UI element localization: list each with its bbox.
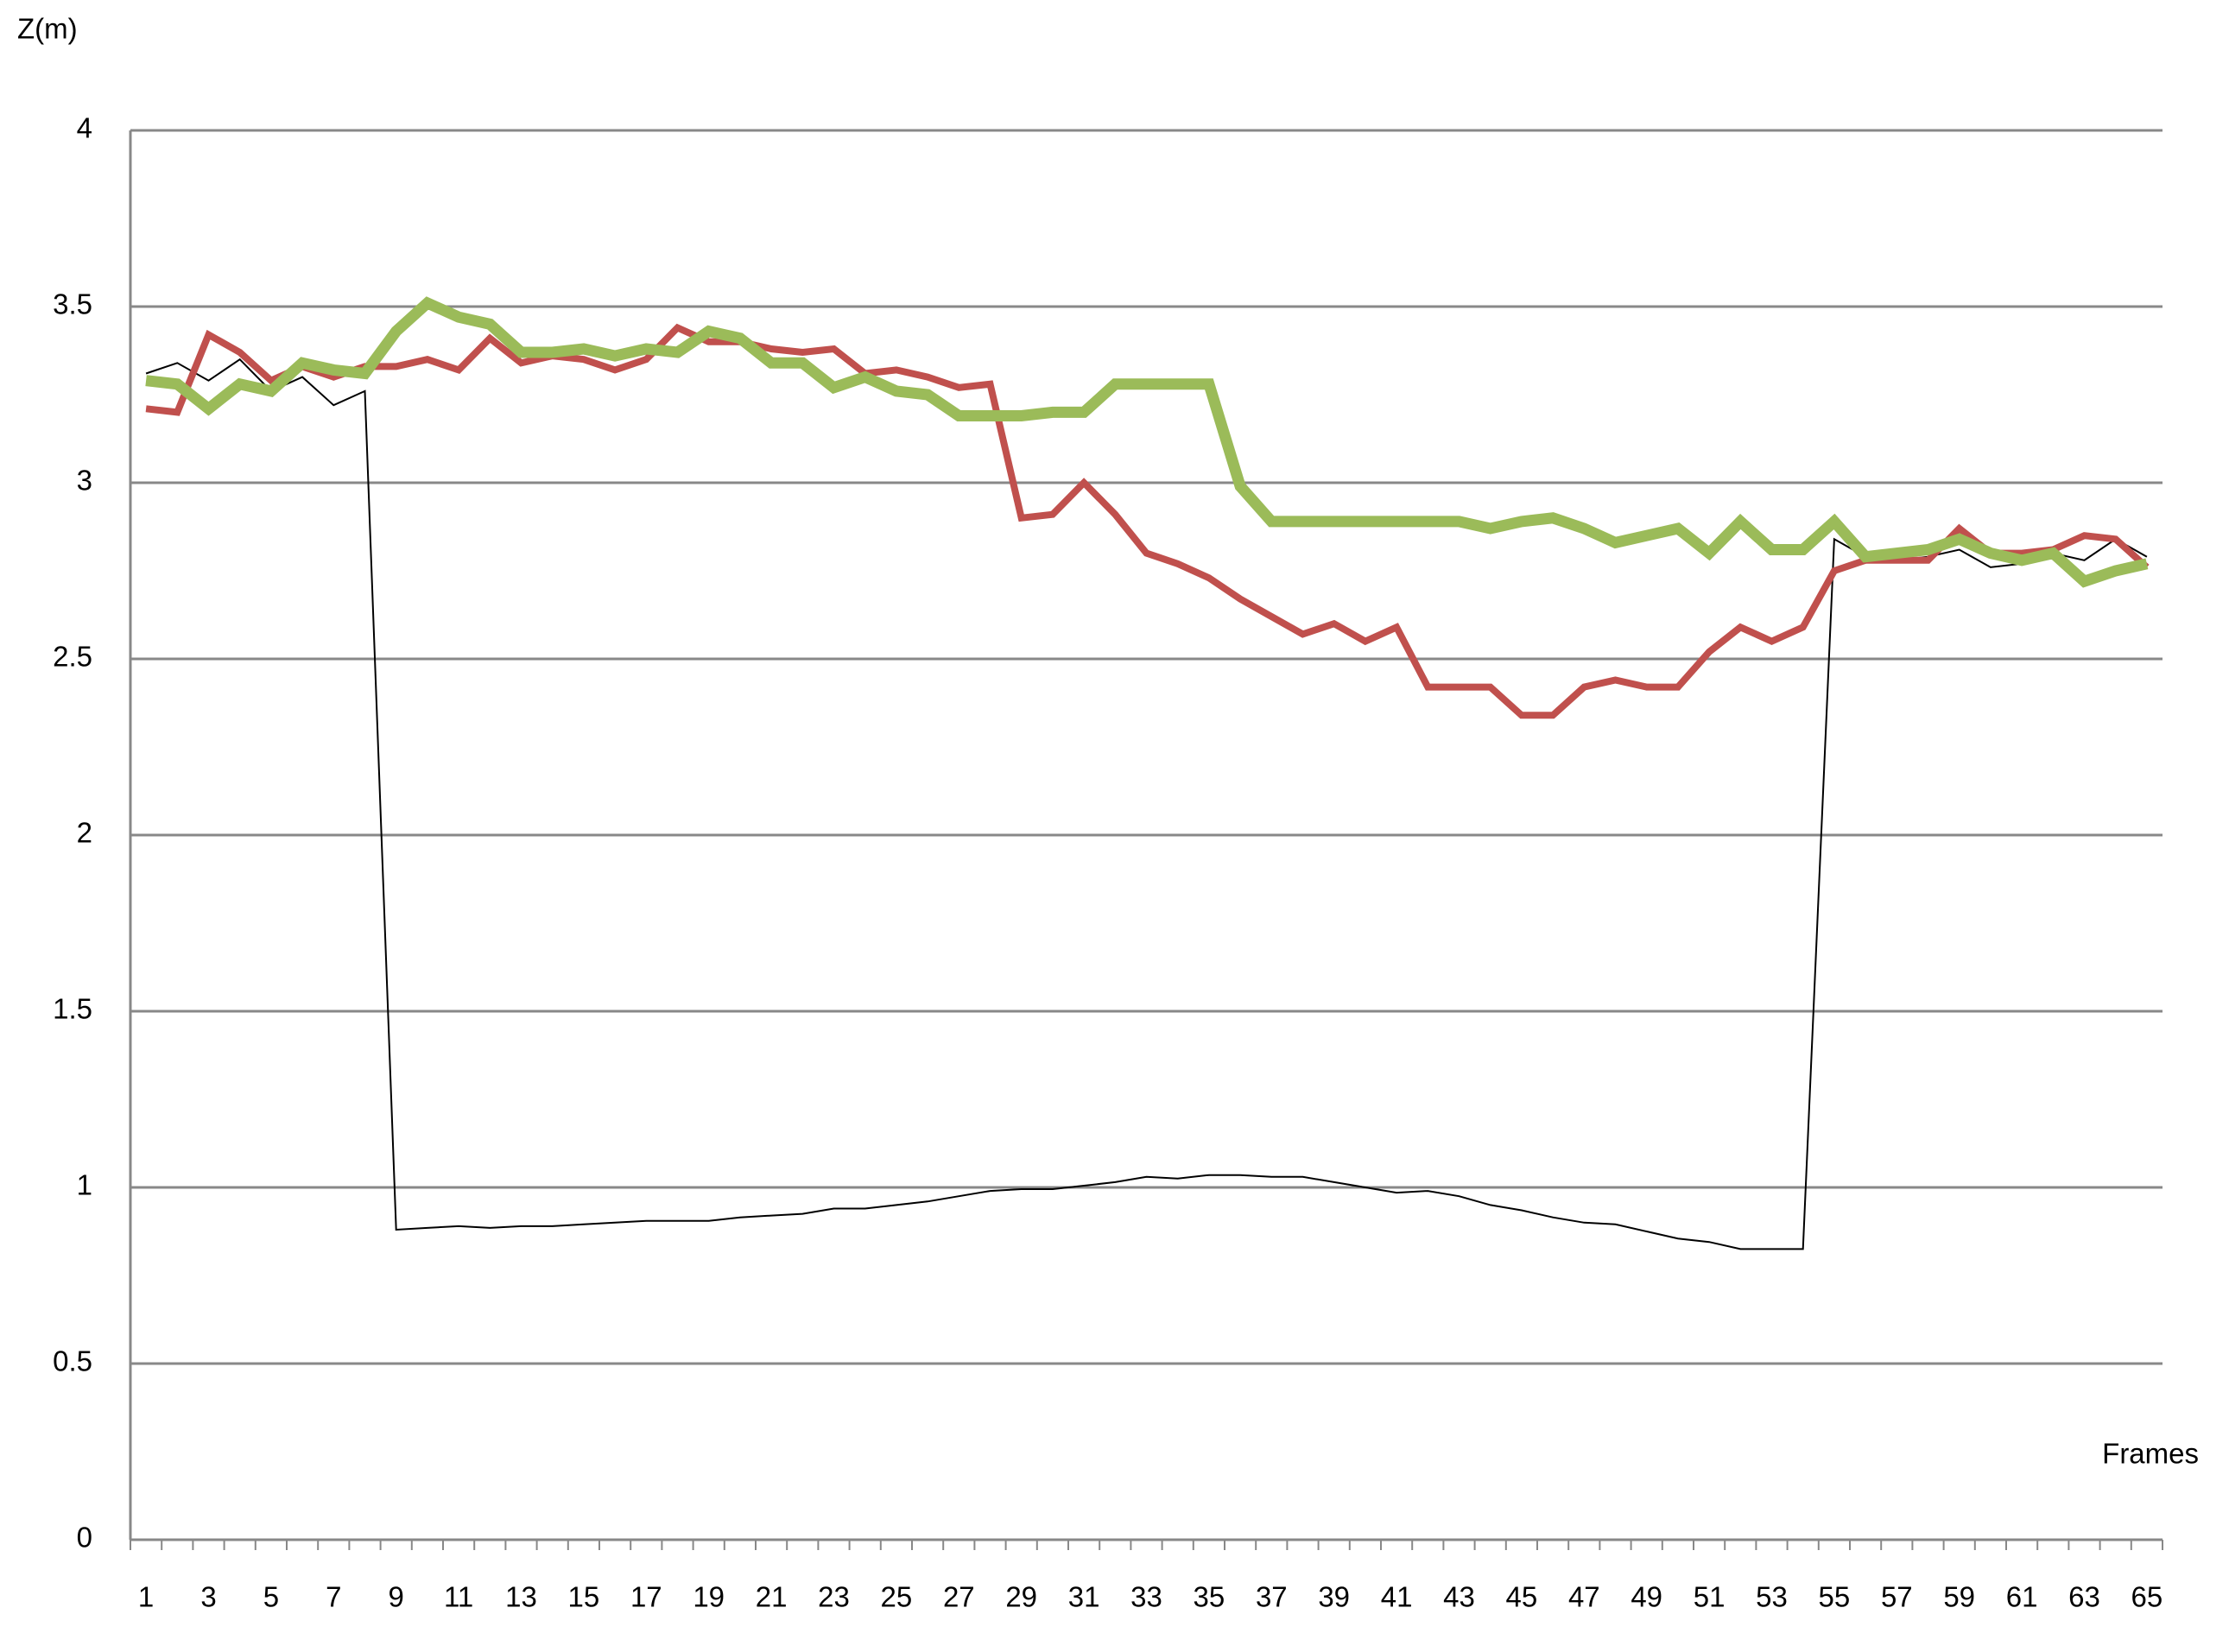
y-tick-label: 2 xyxy=(77,817,92,849)
y-tick-label: 2.5 xyxy=(53,641,92,673)
x-tick-label: 45 xyxy=(1506,1581,1538,1613)
x-tick-label: 23 xyxy=(818,1581,850,1613)
x-tick-label: 13 xyxy=(505,1581,537,1613)
y-tick-label: 0 xyxy=(77,1522,92,1554)
x-tick-label: 31 xyxy=(1068,1581,1100,1613)
y-tick-label: 3.5 xyxy=(53,288,92,320)
x-tick-label: 55 xyxy=(1819,1581,1851,1613)
y-tick-label: 4 xyxy=(77,112,92,144)
x-tick-label: 19 xyxy=(693,1581,725,1613)
x-tick-label: 29 xyxy=(1005,1581,1037,1613)
x-tick-label: 5 xyxy=(263,1581,279,1613)
data-line xyxy=(145,323,2150,719)
x-tick-label: 53 xyxy=(1756,1581,1788,1613)
x-tick-label: 7 xyxy=(326,1581,341,1613)
x-tick-label: 11 xyxy=(444,1581,473,1613)
x-tick-label: 25 xyxy=(881,1581,913,1613)
x-tick-label: 15 xyxy=(568,1581,600,1613)
x-tick-label: 43 xyxy=(1443,1581,1475,1613)
x-tick-label: 59 xyxy=(1943,1581,1975,1613)
x-tick-label: 21 xyxy=(756,1581,788,1613)
y-tick-label: 1.5 xyxy=(53,993,92,1025)
data-line xyxy=(145,358,2148,1250)
x-tick-label: 35 xyxy=(1194,1581,1225,1613)
y-tick-label: 0.5 xyxy=(53,1345,92,1377)
x-tick-label: 17 xyxy=(630,1581,662,1613)
x-tick-label: 63 xyxy=(2068,1581,2100,1613)
y-tick-label: 1 xyxy=(77,1169,92,1201)
x-tick-label: 47 xyxy=(1568,1581,1600,1613)
x-tick-label: 1 xyxy=(138,1581,154,1613)
x-tick-label: 41 xyxy=(1381,1581,1413,1613)
x-tick-label: 65 xyxy=(2131,1581,2163,1613)
x-tick-label: 37 xyxy=(1256,1581,1288,1613)
x-tick-label: 49 xyxy=(1631,1581,1662,1613)
x-tick-label: 57 xyxy=(1881,1581,1913,1613)
x-tick-label: 33 xyxy=(1130,1581,1162,1613)
x-tick-label: 27 xyxy=(943,1581,975,1613)
x-axis-label: Frames xyxy=(2102,1438,2199,1470)
x-tick-label: 51 xyxy=(1694,1581,1726,1613)
y-tick-label: 3 xyxy=(77,465,92,497)
x-tick-label: 39 xyxy=(1318,1581,1350,1613)
x-tick-label: 3 xyxy=(200,1581,216,1613)
x-tick-label: 61 xyxy=(2006,1581,2038,1613)
y-axis-label: Z(m) xyxy=(17,13,78,45)
data-line xyxy=(145,296,2149,588)
x-tick-label: 9 xyxy=(389,1581,404,1613)
